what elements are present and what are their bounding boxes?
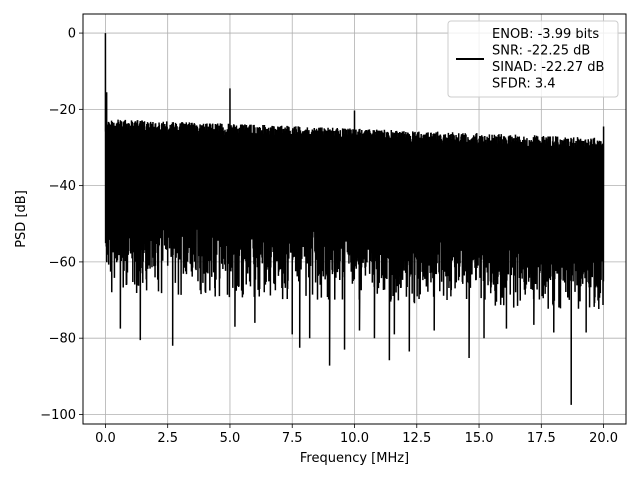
x-tick-label: 10.0 [340, 431, 369, 446]
x-axis-label: Frequency [MHz] [300, 451, 409, 466]
legend-entry-line: SNR: -22.25 dB [492, 44, 590, 59]
x-tick-label: 5.0 [220, 431, 241, 446]
y-axis-label: PSD [dB] [14, 190, 29, 248]
legend-box [447, 20, 619, 98]
legend-entry-line: ENOB: -3.99 bits [492, 27, 599, 42]
y-axis: 0 −20 −40 −60 −80 −100 [40, 27, 83, 423]
psd-series-line [104, 33, 605, 405]
x-tick-label: 17.5 [527, 431, 556, 446]
plot-area [104, 33, 605, 405]
x-tick-label: 7.5 [282, 431, 303, 446]
legend-entry-line: SFDR: 3.4 [492, 77, 556, 92]
x-tick-label: 2.5 [157, 431, 178, 446]
x-tick-label: 20.0 [589, 431, 618, 446]
y-tick-label: 0 [68, 27, 76, 42]
x-tick-label: 15.0 [465, 431, 494, 446]
y-tick-label: −100 [40, 408, 76, 423]
y-tick-label: −40 [49, 179, 76, 194]
legend-entry-line: SINAD: -22.27 dB [492, 60, 604, 75]
y-tick-label: −80 [49, 332, 76, 347]
x-tick-label: 0.0 [95, 431, 116, 446]
x-tick-label: 12.5 [402, 431, 431, 446]
x-axis: 0.0 2.5 5.0 7.5 10.0 12.5 15.0 17.5 20.0 [95, 424, 618, 446]
y-tick-label: −20 [49, 103, 76, 118]
y-tick-label: −60 [49, 255, 76, 270]
